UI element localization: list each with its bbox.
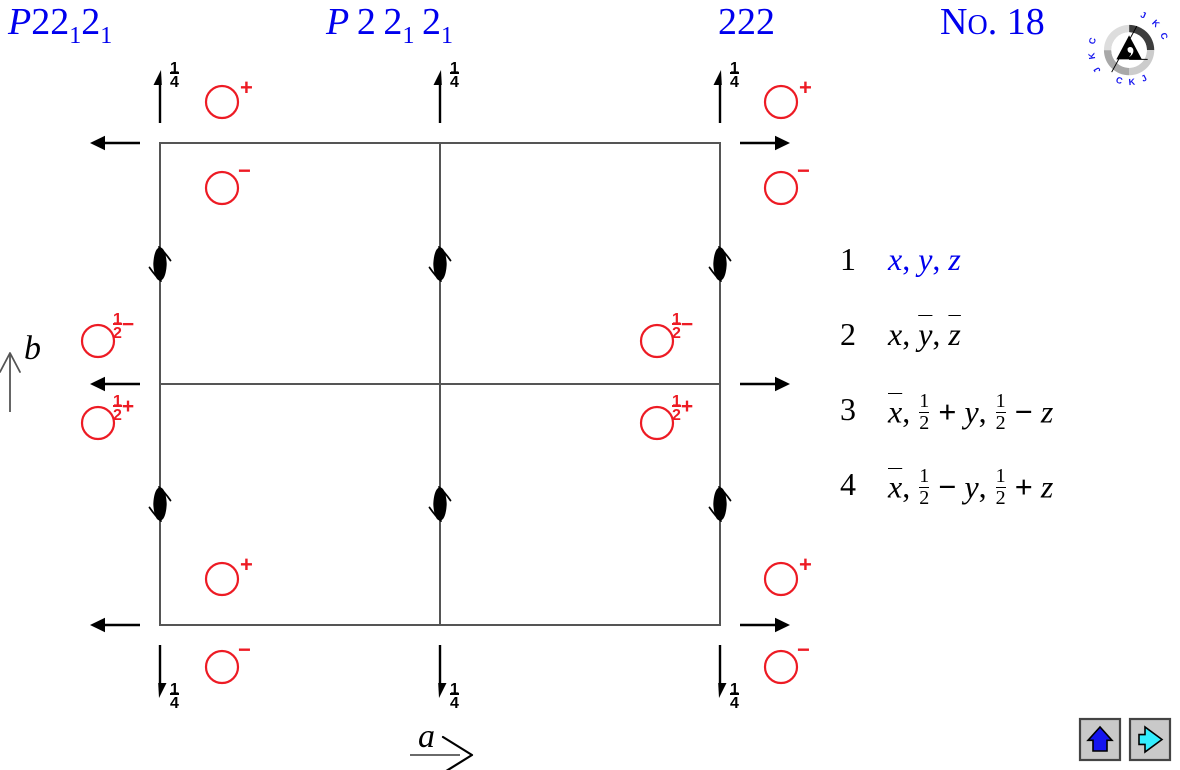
svg-text:K: K xyxy=(1150,18,1162,30)
svg-text:C: C xyxy=(1087,36,1098,45)
svg-text:J: J xyxy=(1091,65,1102,75)
svg-text:C: C xyxy=(1158,31,1170,41)
svg-text:K: K xyxy=(1128,76,1136,87)
svg-text:C: C xyxy=(1115,75,1125,87)
svg-text:K: K xyxy=(1086,51,1097,59)
svg-text:J: J xyxy=(1139,9,1147,20)
svg-text:J: J xyxy=(1139,73,1148,84)
